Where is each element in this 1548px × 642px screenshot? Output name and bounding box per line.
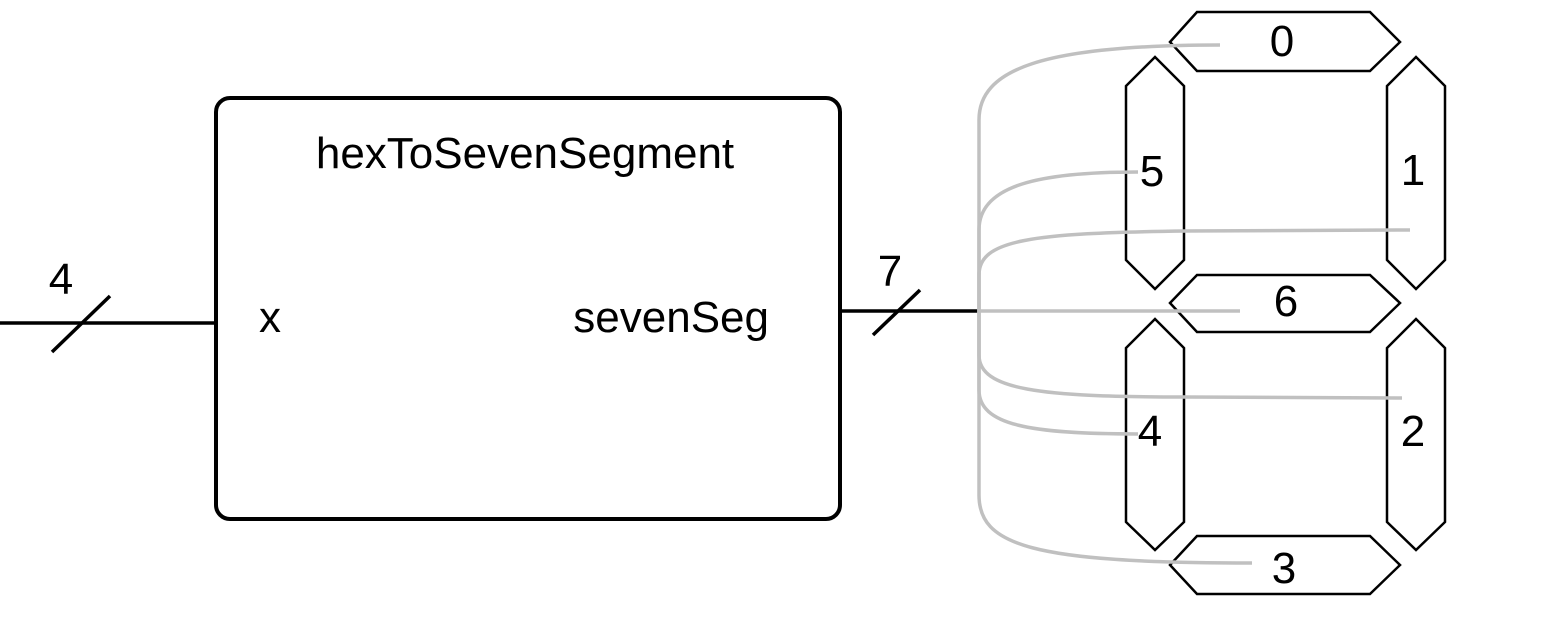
segment-6-shape bbox=[1168, 273, 1402, 334]
segment-0-shape bbox=[1168, 10, 1402, 73]
fanout-wire-3 bbox=[977, 311, 1253, 565]
segment-3-shape bbox=[1168, 534, 1402, 596]
segment-3-label: 3 bbox=[1272, 544, 1296, 593]
segment-2-shape bbox=[1385, 317, 1447, 552]
segment-4-label: 4 bbox=[1138, 407, 1162, 456]
segment-5-label: 5 bbox=[1140, 147, 1164, 196]
hex-to-seven-segment-block bbox=[214, 96, 842, 521]
output-port-label: sevenSeg bbox=[573, 293, 769, 342]
output-bus-width: 7 bbox=[878, 247, 902, 296]
input-bus-width: 4 bbox=[49, 255, 73, 304]
input-port-label: x bbox=[259, 293, 281, 342]
fanout-wire-4 bbox=[977, 311, 1139, 436]
segment-6-label: 6 bbox=[1274, 277, 1298, 326]
segment-4-shape bbox=[1124, 317, 1186, 552]
input-bus-slash bbox=[50, 294, 112, 354]
output-bus-slash bbox=[871, 288, 922, 337]
fanout-wire-5 bbox=[977, 170, 1139, 311]
segment-1-label: 1 bbox=[1401, 146, 1425, 195]
fanout-wire-0 bbox=[977, 43, 1221, 311]
block-title: hexToSevenSegment bbox=[316, 129, 734, 178]
segment-2-label: 2 bbox=[1401, 407, 1425, 456]
fanout-wire-1 bbox=[977, 228, 1411, 311]
segment-0-label: 0 bbox=[1270, 17, 1294, 66]
